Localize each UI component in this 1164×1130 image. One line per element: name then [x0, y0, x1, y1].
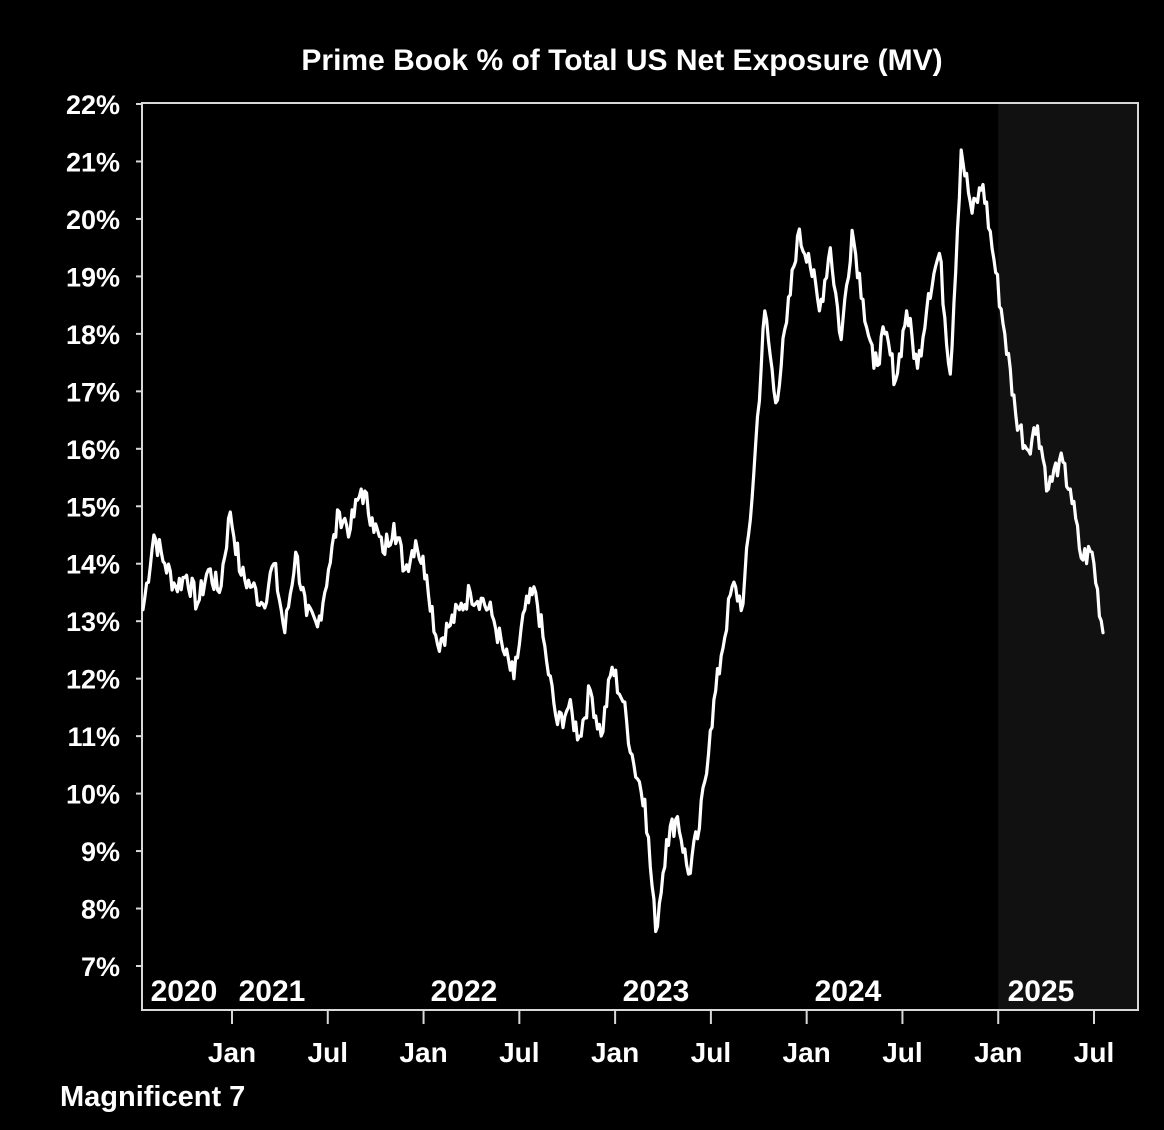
- year-label: 2024: [815, 975, 882, 1008]
- y-tick-label: 11%: [67, 722, 120, 752]
- x-tick-label: Jul: [499, 1037, 539, 1068]
- y-tick-label: 20%: [66, 205, 120, 235]
- y-tick-label: 21%: [66, 147, 120, 177]
- x-tick-label: Jan: [974, 1037, 1022, 1068]
- x-tick-label: Jul: [308, 1037, 348, 1068]
- y-tick-label: 16%: [66, 435, 120, 465]
- year-label: 2021: [239, 975, 306, 1008]
- x-axis: Jan Jul Jan Jul Jan Jul Jan Jul Jan Jul: [208, 1010, 1114, 1068]
- series-line-magnificent-7: [141, 148, 1105, 934]
- year-label: 2023: [623, 975, 690, 1008]
- year-label: 2022: [431, 975, 498, 1008]
- y-axis: 7% 8% 9% 10% 11% 12% 13% 14% 15% 16% 17% 18% 19% 20% 2…: [66, 90, 142, 982]
- y-tick-label: 13%: [66, 607, 120, 637]
- x-tick-label: Jan: [399, 1037, 447, 1068]
- y-tick-label: 8%: [81, 895, 120, 925]
- year-labels: 2020 2021 2022 2023 2024 2025: [151, 975, 1075, 1008]
- chart-title: Prime Book % of Total US Net Exposure (M…: [301, 44, 942, 77]
- y-tick-label: 9%: [81, 837, 120, 867]
- y-tick-label: 10%: [66, 780, 120, 810]
- y-tick-label: 22%: [66, 90, 120, 120]
- y-tick-label: 15%: [66, 492, 120, 522]
- y-tick-label: 12%: [66, 665, 120, 695]
- x-tick-label: Jul: [1074, 1037, 1114, 1068]
- x-tick-label: Jul: [882, 1037, 922, 1068]
- y-tick-label: 14%: [66, 550, 120, 580]
- x-tick-label: Jul: [691, 1037, 731, 1068]
- plot-frame: [141, 102, 1139, 1011]
- y-tick-label: 17%: [66, 377, 120, 407]
- x-tick-label: Jan: [783, 1037, 831, 1068]
- y-tick-label: 19%: [66, 262, 120, 292]
- x-tick-label: Jan: [208, 1037, 256, 1068]
- year-label: 2020: [151, 975, 218, 1008]
- year-label: 2025: [1008, 975, 1075, 1008]
- highlight-region: [998, 103, 1138, 1010]
- y-tick-label: 7%: [81, 952, 120, 982]
- footnote-label: Magnificent 7: [60, 1081, 245, 1113]
- y-tick-label: 18%: [66, 320, 120, 350]
- x-tick-label: Jan: [591, 1037, 639, 1068]
